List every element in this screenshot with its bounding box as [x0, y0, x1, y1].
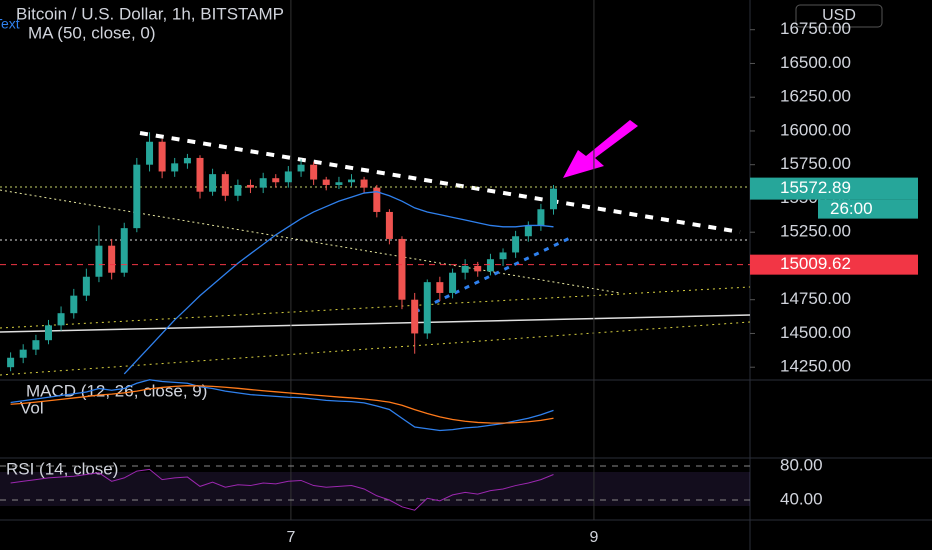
- candle-body: [146, 141, 154, 165]
- trendline: [414, 236, 571, 314]
- drawing-label: Text: [0, 16, 20, 32]
- candle-body: [95, 245, 103, 277]
- candle-body: [549, 188, 557, 210]
- countdown-label: 26:00: [830, 199, 873, 218]
- candle-body: [373, 187, 381, 212]
- candle-body: [158, 141, 166, 172]
- candle-body: [398, 238, 406, 300]
- candle-body: [499, 252, 507, 260]
- y-tick-label: 15250.00: [780, 222, 851, 241]
- candle-body: [108, 245, 116, 273]
- candle-body: [449, 272, 457, 293]
- x-tick-label: 7: [286, 529, 295, 546]
- y-tick-label: 40.00: [780, 489, 823, 508]
- candle-body: [486, 259, 494, 272]
- candle-body: [297, 164, 305, 172]
- candle-body: [171, 163, 179, 172]
- trendline: [0, 314, 751, 333]
- y-tick-label: 80.00: [780, 455, 823, 474]
- candle-body: [221, 174, 229, 196]
- macd-title: MACD (12, 26, close, 9): [26, 381, 207, 400]
- candle-body: [7, 357, 15, 368]
- candle-body: [183, 157, 191, 164]
- candle-body: [44, 325, 52, 341]
- macd-line: [10, 379, 554, 432]
- candle-body: [57, 313, 65, 326]
- candle-body: [335, 182, 343, 185]
- candle-body: [32, 340, 40, 350]
- y-tick-label: 16750.00: [780, 19, 851, 38]
- currency-label[interactable]: USD: [822, 7, 856, 24]
- y-tick-label: 16250.00: [780, 87, 851, 106]
- currency-button[interactable]: [795, 4, 883, 28]
- y-tick-label: 16500.00: [780, 53, 851, 72]
- chart-title: Bitcoin / U.S. Dollar, 1h, BITSTAMP: [16, 4, 284, 23]
- rsi-line: [10, 468, 554, 511]
- candle-body: [284, 171, 292, 183]
- candle-body: [360, 179, 368, 188]
- candle-body: [196, 157, 204, 192]
- candle-body: [19, 349, 27, 358]
- candle-body: [120, 228, 128, 273]
- ma-label: MA (50, close, 0): [28, 23, 156, 42]
- candle-body: [474, 265, 482, 272]
- candle-body: [348, 179, 356, 183]
- last-price-badge: [750, 177, 918, 200]
- candle-body: [524, 225, 532, 237]
- arrow: [563, 120, 638, 178]
- candle-body: [423, 282, 431, 334]
- candle-body: [209, 174, 217, 192]
- candle-body: [246, 184, 254, 188]
- candle-body: [436, 282, 444, 293]
- candle-body: [70, 295, 78, 314]
- rsi-title: RSI (14, close): [6, 459, 118, 478]
- last-price-label: 15572.89: [780, 178, 851, 197]
- candle-body: [133, 164, 141, 229]
- macd-line: [10, 385, 554, 424]
- candle-body: [82, 276, 90, 296]
- candle-body: [411, 299, 419, 334]
- candle-body: [259, 178, 267, 188]
- candle-body: [272, 178, 280, 183]
- y-tick-label: 14750.00: [780, 289, 851, 308]
- candle-body: [310, 164, 318, 180]
- candle-body: [512, 236, 520, 253]
- trendline: [0, 286, 751, 329]
- candle-body: [322, 179, 330, 185]
- y-tick-label: 14250.00: [780, 357, 851, 376]
- candle-body: [234, 184, 242, 196]
- x-tick-label: 9: [589, 529, 598, 546]
- trendline: [139, 131, 741, 234]
- price-badge: [750, 254, 918, 275]
- countdown-badge: [818, 199, 918, 219]
- candle-body: [461, 265, 469, 273]
- price-label: 15009.62: [780, 254, 851, 273]
- candle-body: [537, 209, 545, 226]
- ma-line: [123, 191, 554, 375]
- candle-body: [385, 211, 393, 239]
- y-tick-label: 14500.00: [780, 323, 851, 342]
- y-tick-label: 15750.00: [780, 154, 851, 173]
- y-tick-label: 16000.00: [780, 120, 851, 139]
